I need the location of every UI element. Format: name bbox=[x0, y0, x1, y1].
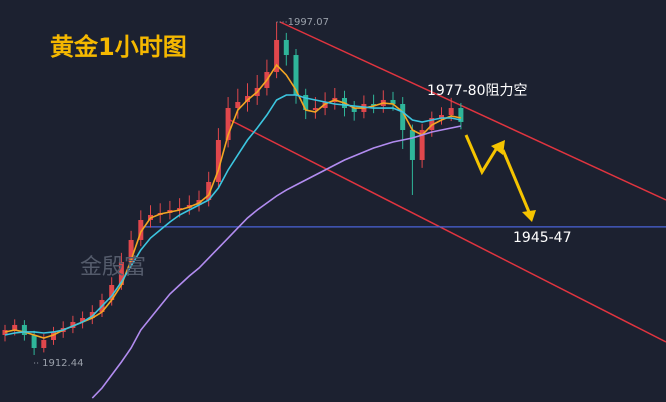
candle-body bbox=[51, 331, 56, 341]
moving-average bbox=[4, 94, 462, 336]
candle-body bbox=[390, 99, 396, 105]
moving-average bbox=[91, 125, 462, 399]
candle-body bbox=[31, 335, 37, 348]
candle-body bbox=[118, 261, 124, 286]
candle-body bbox=[303, 94, 309, 110]
candle-body bbox=[235, 101, 241, 109]
candle-body bbox=[312, 108, 318, 110]
candle-body bbox=[215, 140, 221, 182]
support-label: 1945-47 bbox=[513, 230, 572, 246]
candle-body bbox=[293, 55, 299, 95]
candle-body bbox=[439, 115, 444, 119]
candle-body bbox=[138, 219, 144, 240]
annotation: 1977-80阻力空 bbox=[427, 83, 528, 99]
candle-body bbox=[70, 321, 76, 329]
low-label: 1912.44 bbox=[42, 358, 83, 369]
candle-body bbox=[351, 108, 357, 112]
candle-body bbox=[283, 39, 289, 56]
candle-body bbox=[225, 108, 231, 141]
candle-body bbox=[448, 108, 454, 116]
forecast-arrow bbox=[501, 149, 531, 213]
candle-body bbox=[109, 285, 115, 300]
candle-body bbox=[21, 324, 27, 336]
candle-body bbox=[419, 130, 425, 160]
candle-body bbox=[2, 330, 8, 336]
candle-body bbox=[80, 318, 86, 322]
candle-body bbox=[429, 118, 435, 131]
candle-body bbox=[128, 239, 134, 262]
candle-body bbox=[371, 104, 377, 107]
candle-body bbox=[206, 181, 212, 201]
arrow-head bbox=[522, 210, 536, 222]
peak-label: 1997.07 bbox=[288, 17, 329, 28]
candle-body bbox=[458, 108, 464, 122]
candle-body bbox=[409, 130, 415, 160]
plot bbox=[2, 22, 666, 399]
candle-body bbox=[177, 207, 183, 211]
candle-body bbox=[274, 39, 280, 73]
candle-body bbox=[400, 104, 406, 131]
channel-lower bbox=[229, 119, 666, 343]
arrow-head bbox=[491, 140, 505, 155]
channel-upper bbox=[279, 21, 666, 201]
candle-body bbox=[12, 324, 18, 331]
forecast-zigzag bbox=[464, 134, 500, 176]
watermark: 金殷富 bbox=[80, 255, 146, 280]
chart-title: 黄金1小时图 bbox=[50, 33, 187, 61]
candle-body bbox=[41, 340, 47, 348]
